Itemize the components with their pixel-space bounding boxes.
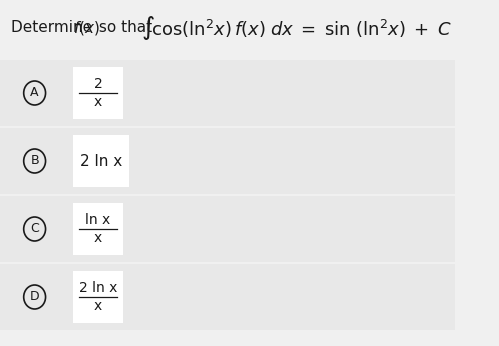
- Text: C: C: [30, 222, 39, 236]
- Text: x: x: [94, 231, 102, 245]
- Text: $\int\!\cos(\ln^2\!x)\,f(x)\;dx\;=\;\sin\,(\ln^2\!x)\;+\;C$: $\int\!\cos(\ln^2\!x)\,f(x)\;dx\;=\;\sin…: [141, 14, 452, 42]
- FancyBboxPatch shape: [73, 271, 123, 323]
- Text: 2 ln x: 2 ln x: [80, 154, 122, 169]
- Text: $f(x)$: $f(x)$: [73, 19, 100, 37]
- Text: 2: 2: [94, 77, 102, 91]
- FancyBboxPatch shape: [0, 196, 455, 262]
- FancyBboxPatch shape: [73, 67, 123, 119]
- Text: x: x: [94, 299, 102, 313]
- Text: so that: so that: [94, 20, 157, 36]
- FancyBboxPatch shape: [73, 203, 123, 255]
- Text: ln x: ln x: [85, 213, 111, 227]
- FancyBboxPatch shape: [0, 264, 455, 330]
- Text: A: A: [30, 86, 39, 100]
- FancyBboxPatch shape: [0, 60, 455, 126]
- Text: B: B: [30, 155, 39, 167]
- Text: x: x: [94, 95, 102, 109]
- FancyBboxPatch shape: [0, 128, 455, 194]
- Text: D: D: [30, 291, 39, 303]
- Text: 2 ln x: 2 ln x: [79, 281, 117, 295]
- FancyBboxPatch shape: [73, 135, 129, 187]
- Text: Determine: Determine: [11, 20, 97, 36]
